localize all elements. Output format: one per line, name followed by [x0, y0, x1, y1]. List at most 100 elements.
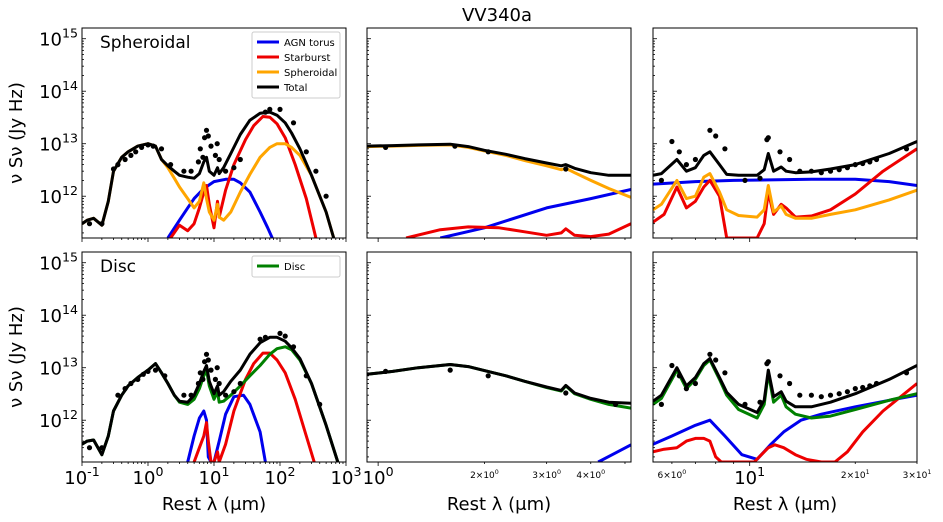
y-tick-label: 1013	[39, 131, 78, 156]
panel-grid: 1012 1013 1014 1015 Spheroidal AGN torus Starb…	[6, 26, 931, 515]
data-point	[212, 376, 218, 382]
series-starburst	[169, 115, 318, 238]
data-point	[290, 120, 297, 126]
panel-top-left: 1012 1013 1014 1015 Spheroidal AGN torus Starb…	[6, 26, 347, 242]
y-axis-label: ν Sν (Jy Hz)	[6, 306, 27, 408]
x-tick-label: 3×101	[903, 469, 932, 481]
data-point	[86, 221, 93, 227]
x-axis-label: Rest λ (μm)	[733, 494, 837, 515]
series-agn-torus	[166, 177, 274, 238]
x-axis-label: Rest λ (μm)	[162, 494, 266, 515]
data-point	[707, 127, 713, 133]
data-point	[277, 106, 283, 112]
data-point	[323, 193, 329, 199]
axes-frame	[81, 251, 347, 463]
data-point	[852, 386, 858, 392]
legend-label: Spheroidal	[284, 68, 337, 79]
legend-label: Starburst	[284, 53, 331, 64]
series-total	[82, 110, 336, 238]
x-tick-label: 101	[199, 464, 230, 489]
data-point	[713, 133, 719, 139]
data-point	[692, 380, 699, 387]
series-total	[367, 363, 631, 405]
data-point	[205, 357, 211, 363]
data-point	[231, 389, 237, 395]
data-point	[140, 371, 146, 377]
data-point	[128, 380, 134, 387]
series-agn-torus	[597, 443, 631, 462]
data-point	[197, 146, 203, 152]
data-point	[742, 177, 748, 183]
data-point	[128, 152, 134, 158]
x-tick-label: 6×100	[658, 469, 687, 481]
data-point	[135, 376, 141, 382]
data-point	[658, 401, 665, 407]
data-point	[237, 156, 243, 163]
y-tick-label: 1012	[39, 407, 78, 432]
axes-frame	[366, 27, 632, 239]
data-point	[777, 149, 783, 155]
data-point	[873, 156, 880, 163]
data-point	[765, 359, 771, 365]
data-point	[676, 373, 682, 379]
data-point	[742, 401, 748, 407]
data-point	[827, 392, 834, 398]
data-point	[115, 392, 121, 398]
y-tick-label: 1012	[39, 183, 78, 208]
data-point	[267, 106, 273, 112]
data-point	[99, 221, 105, 227]
data-point	[787, 156, 793, 163]
data-point	[563, 390, 569, 396]
data-point	[808, 392, 815, 398]
data-point	[200, 376, 206, 382]
data-point	[145, 142, 151, 148]
plot-area	[653, 127, 917, 238]
data-point	[692, 156, 699, 163]
data-point	[168, 162, 174, 168]
data-point	[383, 144, 389, 150]
series-agn-torus	[653, 177, 917, 187]
data-point	[208, 367, 214, 373]
data-point	[860, 384, 866, 391]
legend: AGN torus Starburst Spheroidal Total	[251, 31, 341, 99]
data-point	[707, 351, 713, 357]
series-spheroidal	[653, 172, 917, 220]
panel-bottom-right: 6×100 101 2×101 3×101 Rest λ (μm)	[652, 251, 932, 515]
data-point	[844, 389, 851, 395]
series-total	[367, 142, 631, 177]
x-tick-label: 4×100	[576, 469, 605, 481]
y-tick-label: 1014	[39, 302, 78, 327]
data-point	[231, 165, 237, 171]
panel-annotation: Disc	[100, 257, 136, 277]
data-point	[290, 344, 297, 350]
series-agn-torus	[186, 393, 267, 462]
data-point	[669, 362, 675, 369]
series-total	[653, 357, 917, 414]
data-point	[203, 127, 210, 133]
data-point	[860, 160, 866, 167]
data-point	[86, 445, 93, 451]
data-point	[844, 165, 851, 171]
plot-area	[653, 351, 917, 462]
data-point	[145, 368, 151, 374]
data-point	[139, 144, 145, 150]
x-tick-label: 102	[265, 464, 296, 489]
data-point	[122, 156, 128, 163]
data-point	[797, 168, 803, 174]
data-point	[133, 149, 139, 155]
x-tick-label: 2×101	[841, 469, 870, 481]
data-point	[452, 143, 458, 149]
data-point	[722, 370, 728, 376]
data-point	[317, 401, 323, 407]
data-point	[808, 168, 815, 174]
data-point	[110, 166, 117, 172]
data-point	[188, 168, 194, 174]
series-starburst	[653, 382, 917, 462]
data-point	[262, 109, 268, 115]
data-point	[836, 391, 842, 397]
data-point	[676, 149, 682, 155]
data-point	[197, 370, 203, 376]
data-point	[683, 386, 690, 392]
data-point	[313, 168, 319, 174]
